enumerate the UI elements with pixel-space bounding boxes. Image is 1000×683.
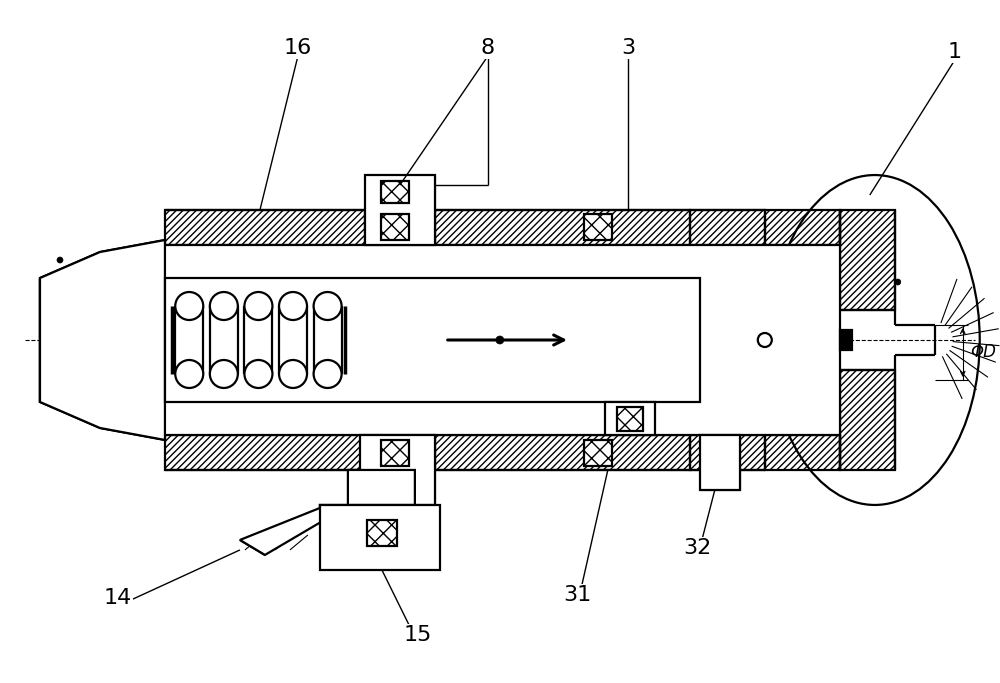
Circle shape [496, 336, 504, 344]
Bar [365, 175, 435, 245]
Bar [165, 245, 765, 435]
Text: 32: 32 [684, 538, 712, 558]
Bar [165, 435, 365, 470]
Text: ΦD: ΦD [970, 344, 996, 361]
Circle shape [279, 292, 307, 320]
Circle shape [244, 360, 272, 388]
Bar [435, 435, 690, 470]
Polygon shape [240, 470, 415, 555]
Bar [700, 435, 740, 490]
Bar [360, 435, 435, 505]
Bar [765, 210, 840, 245]
Circle shape [314, 360, 342, 388]
Bar [584, 440, 612, 466]
Circle shape [210, 360, 238, 388]
Bar [690, 210, 765, 245]
Bar [765, 245, 840, 435]
Text: 31: 31 [564, 585, 592, 605]
Ellipse shape [770, 175, 980, 505]
Circle shape [57, 257, 63, 263]
Bar [381, 440, 409, 466]
Circle shape [895, 279, 901, 285]
Bar [765, 435, 840, 470]
Bar [840, 330, 852, 350]
Circle shape [175, 292, 203, 320]
Circle shape [758, 333, 772, 347]
Bar [617, 407, 643, 431]
Polygon shape [40, 240, 165, 440]
Bar [605, 402, 655, 435]
Bar [690, 435, 765, 470]
Bar [381, 214, 409, 240]
Bar [165, 210, 365, 245]
Circle shape [175, 360, 203, 388]
Polygon shape [40, 240, 165, 440]
Bar [165, 278, 700, 402]
Text: 14: 14 [104, 588, 132, 608]
Text: 3: 3 [621, 38, 635, 58]
Text: 15: 15 [404, 625, 432, 645]
Text: 1: 1 [948, 42, 962, 62]
Bar [435, 210, 690, 245]
Bar [365, 175, 435, 245]
Bar [360, 435, 435, 505]
Text: 8: 8 [481, 38, 495, 58]
Bar [320, 505, 440, 570]
Circle shape [314, 292, 342, 320]
Bar [700, 435, 740, 490]
Text: 16: 16 [284, 38, 312, 58]
Circle shape [279, 360, 307, 388]
Bar [381, 181, 409, 203]
Circle shape [210, 292, 238, 320]
Bar [584, 214, 612, 240]
Circle shape [244, 292, 272, 320]
Bar [367, 520, 397, 546]
